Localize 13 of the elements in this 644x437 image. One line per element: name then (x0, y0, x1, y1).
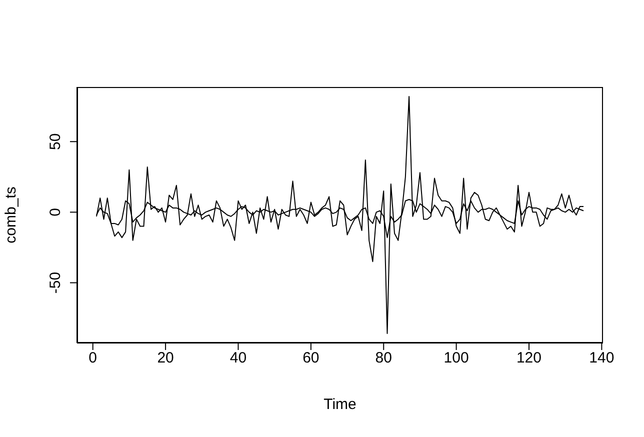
x-tick-label: 100 (444, 350, 469, 367)
x-tick-label: 140 (589, 350, 614, 367)
x-tick-label: 20 (157, 350, 174, 367)
y-tick-label: 50 (47, 133, 64, 150)
x-tick-label: 40 (230, 350, 247, 367)
x-tick-label: 0 (88, 350, 98, 367)
x-tick-label: 80 (375, 350, 392, 367)
x-tick-label: 120 (516, 350, 542, 367)
y-axis-title: comb_ts (2, 186, 20, 244)
x-tick-label: 60 (302, 350, 320, 367)
y-tick-label: -50 (47, 272, 64, 294)
x-axis-title: Time (324, 396, 356, 413)
y-tick-label: 0 (47, 208, 64, 216)
